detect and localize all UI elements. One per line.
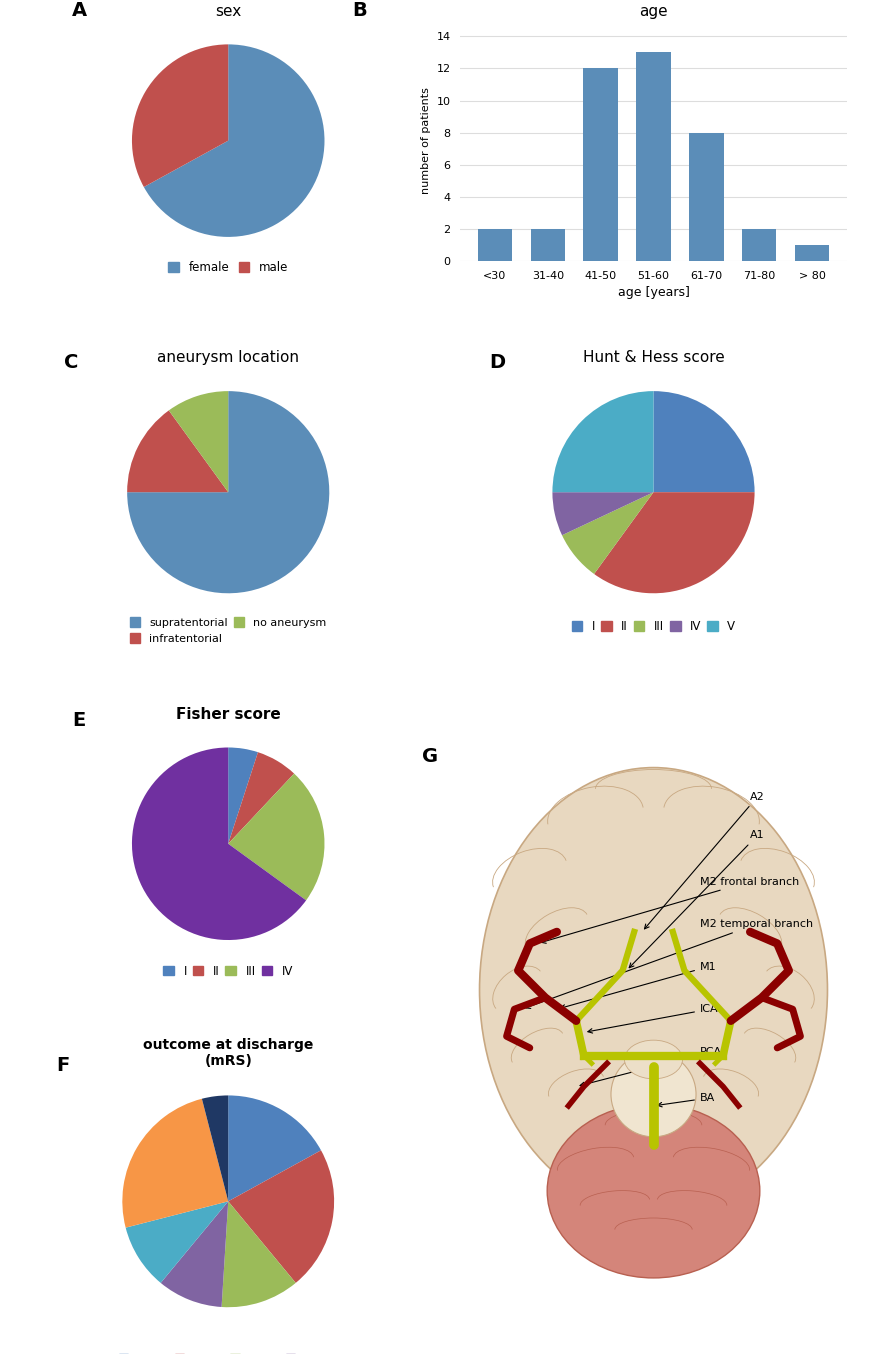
Text: E: E [72,711,85,730]
Legend: I, II, III, IV: I, II, III, IV [159,960,298,982]
Wedge shape [222,1201,296,1307]
Bar [795,245,829,261]
Wedge shape [168,391,228,493]
Ellipse shape [547,1104,760,1278]
Wedge shape [202,1095,228,1201]
Wedge shape [132,45,228,187]
Wedge shape [228,773,325,900]
Title: Fisher score: Fisher score [175,707,280,722]
Bar [689,133,724,261]
Wedge shape [228,1095,321,1201]
Text: A: A [72,1,87,20]
Wedge shape [654,391,754,493]
Wedge shape [127,410,228,493]
Legend: I, II, III, IV, V: I, II, III, IV, V [567,616,740,638]
Wedge shape [562,493,654,574]
Wedge shape [122,1098,228,1228]
Legend: female, male: female, male [163,257,292,279]
Text: M2 frontal branch: M2 frontal branch [541,876,799,944]
Wedge shape [161,1201,228,1307]
Title: age: age [639,4,668,19]
Bar [583,69,618,261]
Text: A2: A2 [644,792,765,929]
Wedge shape [228,753,294,844]
Title: aneurysm location: aneurysm location [157,349,299,364]
Text: B: B [352,1,367,20]
Wedge shape [127,391,329,593]
X-axis label: age [years]: age [years] [617,286,690,299]
Bar [636,53,670,261]
Bar [531,229,565,261]
Wedge shape [144,45,325,237]
Y-axis label: number of patients: number of patients [421,87,430,194]
Text: G: G [422,747,437,766]
Text: D: D [489,353,505,372]
Wedge shape [132,747,306,940]
Wedge shape [595,493,754,593]
Title: outcome at discharge
(mRS): outcome at discharge (mRS) [143,1037,313,1068]
Ellipse shape [479,768,828,1212]
Text: BA: BA [657,1093,715,1106]
Wedge shape [228,1151,334,1284]
Title: sex: sex [215,4,241,19]
Text: PCA: PCA [580,1047,722,1086]
Text: ICA: ICA [588,1005,718,1033]
Text: F: F [56,1056,69,1075]
Text: C: C [64,353,79,372]
Text: M1: M1 [560,961,717,1009]
Wedge shape [553,391,654,493]
Wedge shape [228,747,258,844]
Wedge shape [553,493,654,535]
Ellipse shape [624,1040,683,1079]
Title: Hunt & Hess score: Hunt & Hess score [582,349,725,364]
Bar [478,229,512,261]
Text: A1: A1 [629,830,765,968]
Ellipse shape [611,1052,696,1137]
Text: M2 temporal branch: M2 temporal branch [526,919,813,1009]
Wedge shape [126,1201,228,1284]
Bar [742,229,776,261]
Legend: supratentorial, infratentorial, no aneurysm: supratentorial, infratentorial, no aneur… [126,613,331,649]
